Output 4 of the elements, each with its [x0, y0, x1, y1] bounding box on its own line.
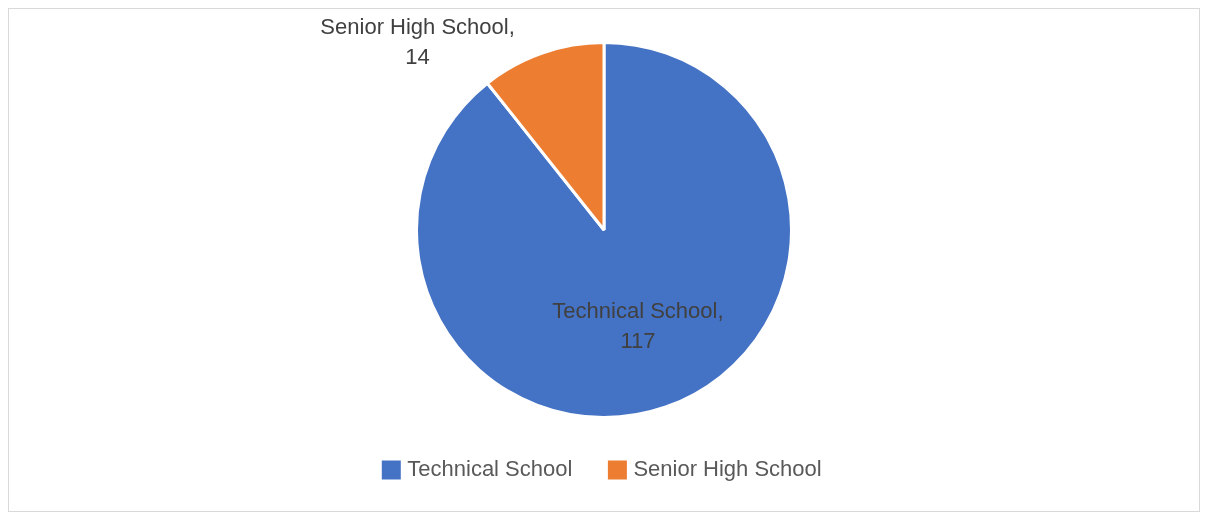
legend-label: Technical School [407, 456, 573, 482]
legend-label: Senior High School [633, 456, 822, 482]
data-label: Senior High School, 14 [320, 14, 515, 70]
data-label: Technical School, 117 [552, 298, 724, 354]
